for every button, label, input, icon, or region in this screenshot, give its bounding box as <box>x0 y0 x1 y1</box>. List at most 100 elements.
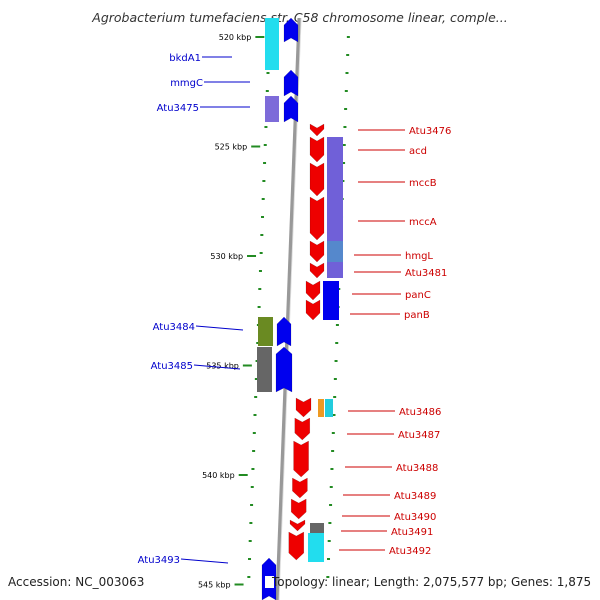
minor-tick <box>266 72 270 74</box>
feature-box <box>308 533 324 562</box>
scale-label: 535 kbp <box>206 362 239 371</box>
minor-tick <box>260 234 264 236</box>
scale-label: 540 kbp <box>202 471 235 480</box>
minor-tick <box>264 126 268 128</box>
minor-tick <box>328 522 332 524</box>
minor-tick <box>261 198 265 200</box>
minor-tick <box>248 540 252 542</box>
minor-tick <box>342 144 346 146</box>
gene-arrow <box>309 240 325 263</box>
scale-tick <box>234 583 244 586</box>
minor-tick <box>331 432 335 434</box>
gene-arrow <box>309 262 325 279</box>
gene-label-forward: Atu3491 <box>391 527 433 538</box>
minor-tick <box>345 72 349 74</box>
minor-tick <box>327 540 331 542</box>
minor-tick <box>248 558 252 560</box>
feature-box <box>323 281 339 320</box>
minor-tick <box>346 36 350 38</box>
minor-tick <box>346 54 350 56</box>
gene-label-reverse: Atu3493 <box>138 555 180 566</box>
scale-label: 525 kbp <box>215 143 248 152</box>
scale-tick <box>247 255 257 257</box>
minor-tick <box>247 576 251 578</box>
feature-box <box>318 399 324 417</box>
gene-arrow <box>283 95 299 123</box>
minor-tick <box>254 396 258 398</box>
gene-label-forward: Atu3481 <box>405 268 447 279</box>
minor-tick <box>344 108 348 110</box>
minor-tick <box>254 378 258 380</box>
minor-tick <box>344 90 348 92</box>
minor-tick <box>333 378 337 380</box>
map-title: Agrobacterium tumefaciens str. C58 chrom… <box>92 10 508 25</box>
feature-layer <box>257 17 343 600</box>
gene-arrow <box>294 417 311 441</box>
scale-layer: 520 kbp 525 kbp 530 kbp 535 kbp 540 kbp 545 k… <box>198 33 265 590</box>
minor-tick <box>258 288 262 290</box>
minor-tick <box>343 126 347 128</box>
minor-tick <box>329 504 333 506</box>
scale-tick <box>242 364 252 367</box>
gene-label-forward: Atu3490 <box>394 512 436 523</box>
minor-tick <box>263 162 267 164</box>
minor-tick <box>335 342 339 344</box>
minor-tick <box>250 504 254 506</box>
minor-tick <box>253 414 257 416</box>
gene-label-forward: Atu3489 <box>394 491 436 502</box>
feature-box <box>257 347 272 392</box>
scale-tick <box>238 474 248 476</box>
gene-label-forward: Atu3488 <box>396 463 438 474</box>
scale-tick <box>251 145 261 148</box>
gene-label-forward: Atu3486 <box>399 407 441 418</box>
minor-tick <box>263 144 267 146</box>
gene-arrow <box>288 531 305 561</box>
gene-arrow <box>293 440 309 478</box>
feature-box <box>310 523 324 533</box>
gene-label-forward: panB <box>404 310 430 321</box>
gene-arrow <box>309 196 325 241</box>
gene-arrow <box>305 280 321 301</box>
gene-label-forward: mccA <box>409 217 437 228</box>
gene-label-reverse: Atu3475 <box>157 103 199 114</box>
gene-label-reverse: Atu3485 <box>151 361 193 372</box>
minor-tick <box>251 468 255 470</box>
feature-box <box>265 96 279 122</box>
minor-tick <box>331 450 335 452</box>
minor-tick <box>258 270 262 272</box>
gene-arrow <box>289 519 306 532</box>
minor-tick <box>259 252 263 254</box>
minor-tick <box>329 486 333 488</box>
gene-arrow <box>305 299 321 321</box>
gene-arrow <box>309 162 325 197</box>
minor-tick <box>257 306 261 308</box>
leader-line <box>193 364 241 370</box>
genome-summary-text: Topology: linear; Length: 2,075,577 bp; … <box>272 575 592 589</box>
gene-label-forward: panC <box>405 290 431 301</box>
feature-box <box>258 317 273 346</box>
minor-tick <box>333 396 337 398</box>
minor-tick <box>265 90 269 92</box>
minor-tick <box>327 558 331 560</box>
minor-tick <box>252 432 256 434</box>
minor-tick <box>342 162 346 164</box>
gene-label-forward: acd <box>409 146 427 157</box>
feature-box <box>327 241 343 262</box>
minor-tick <box>256 342 260 344</box>
scale-label: 530 kbp <box>210 252 243 261</box>
gene-label-reverse: Atu3484 <box>153 322 195 333</box>
gene-arrow <box>290 498 307 520</box>
scale-tick <box>255 36 265 38</box>
feature-box <box>325 399 333 417</box>
gene-arrow <box>276 316 292 347</box>
leader-line <box>195 325 244 331</box>
minor-tick <box>250 486 254 488</box>
gene-arrow <box>283 17 299 43</box>
gene-arrow <box>275 346 293 393</box>
gene-arrow <box>292 477 308 499</box>
scale-label: 520 kbp <box>219 33 252 42</box>
gene-arrow <box>309 136 325 163</box>
gene-label-forward: Atu3476 <box>409 126 451 137</box>
minor-tick <box>334 360 338 362</box>
gene-arrow <box>309 123 325 137</box>
